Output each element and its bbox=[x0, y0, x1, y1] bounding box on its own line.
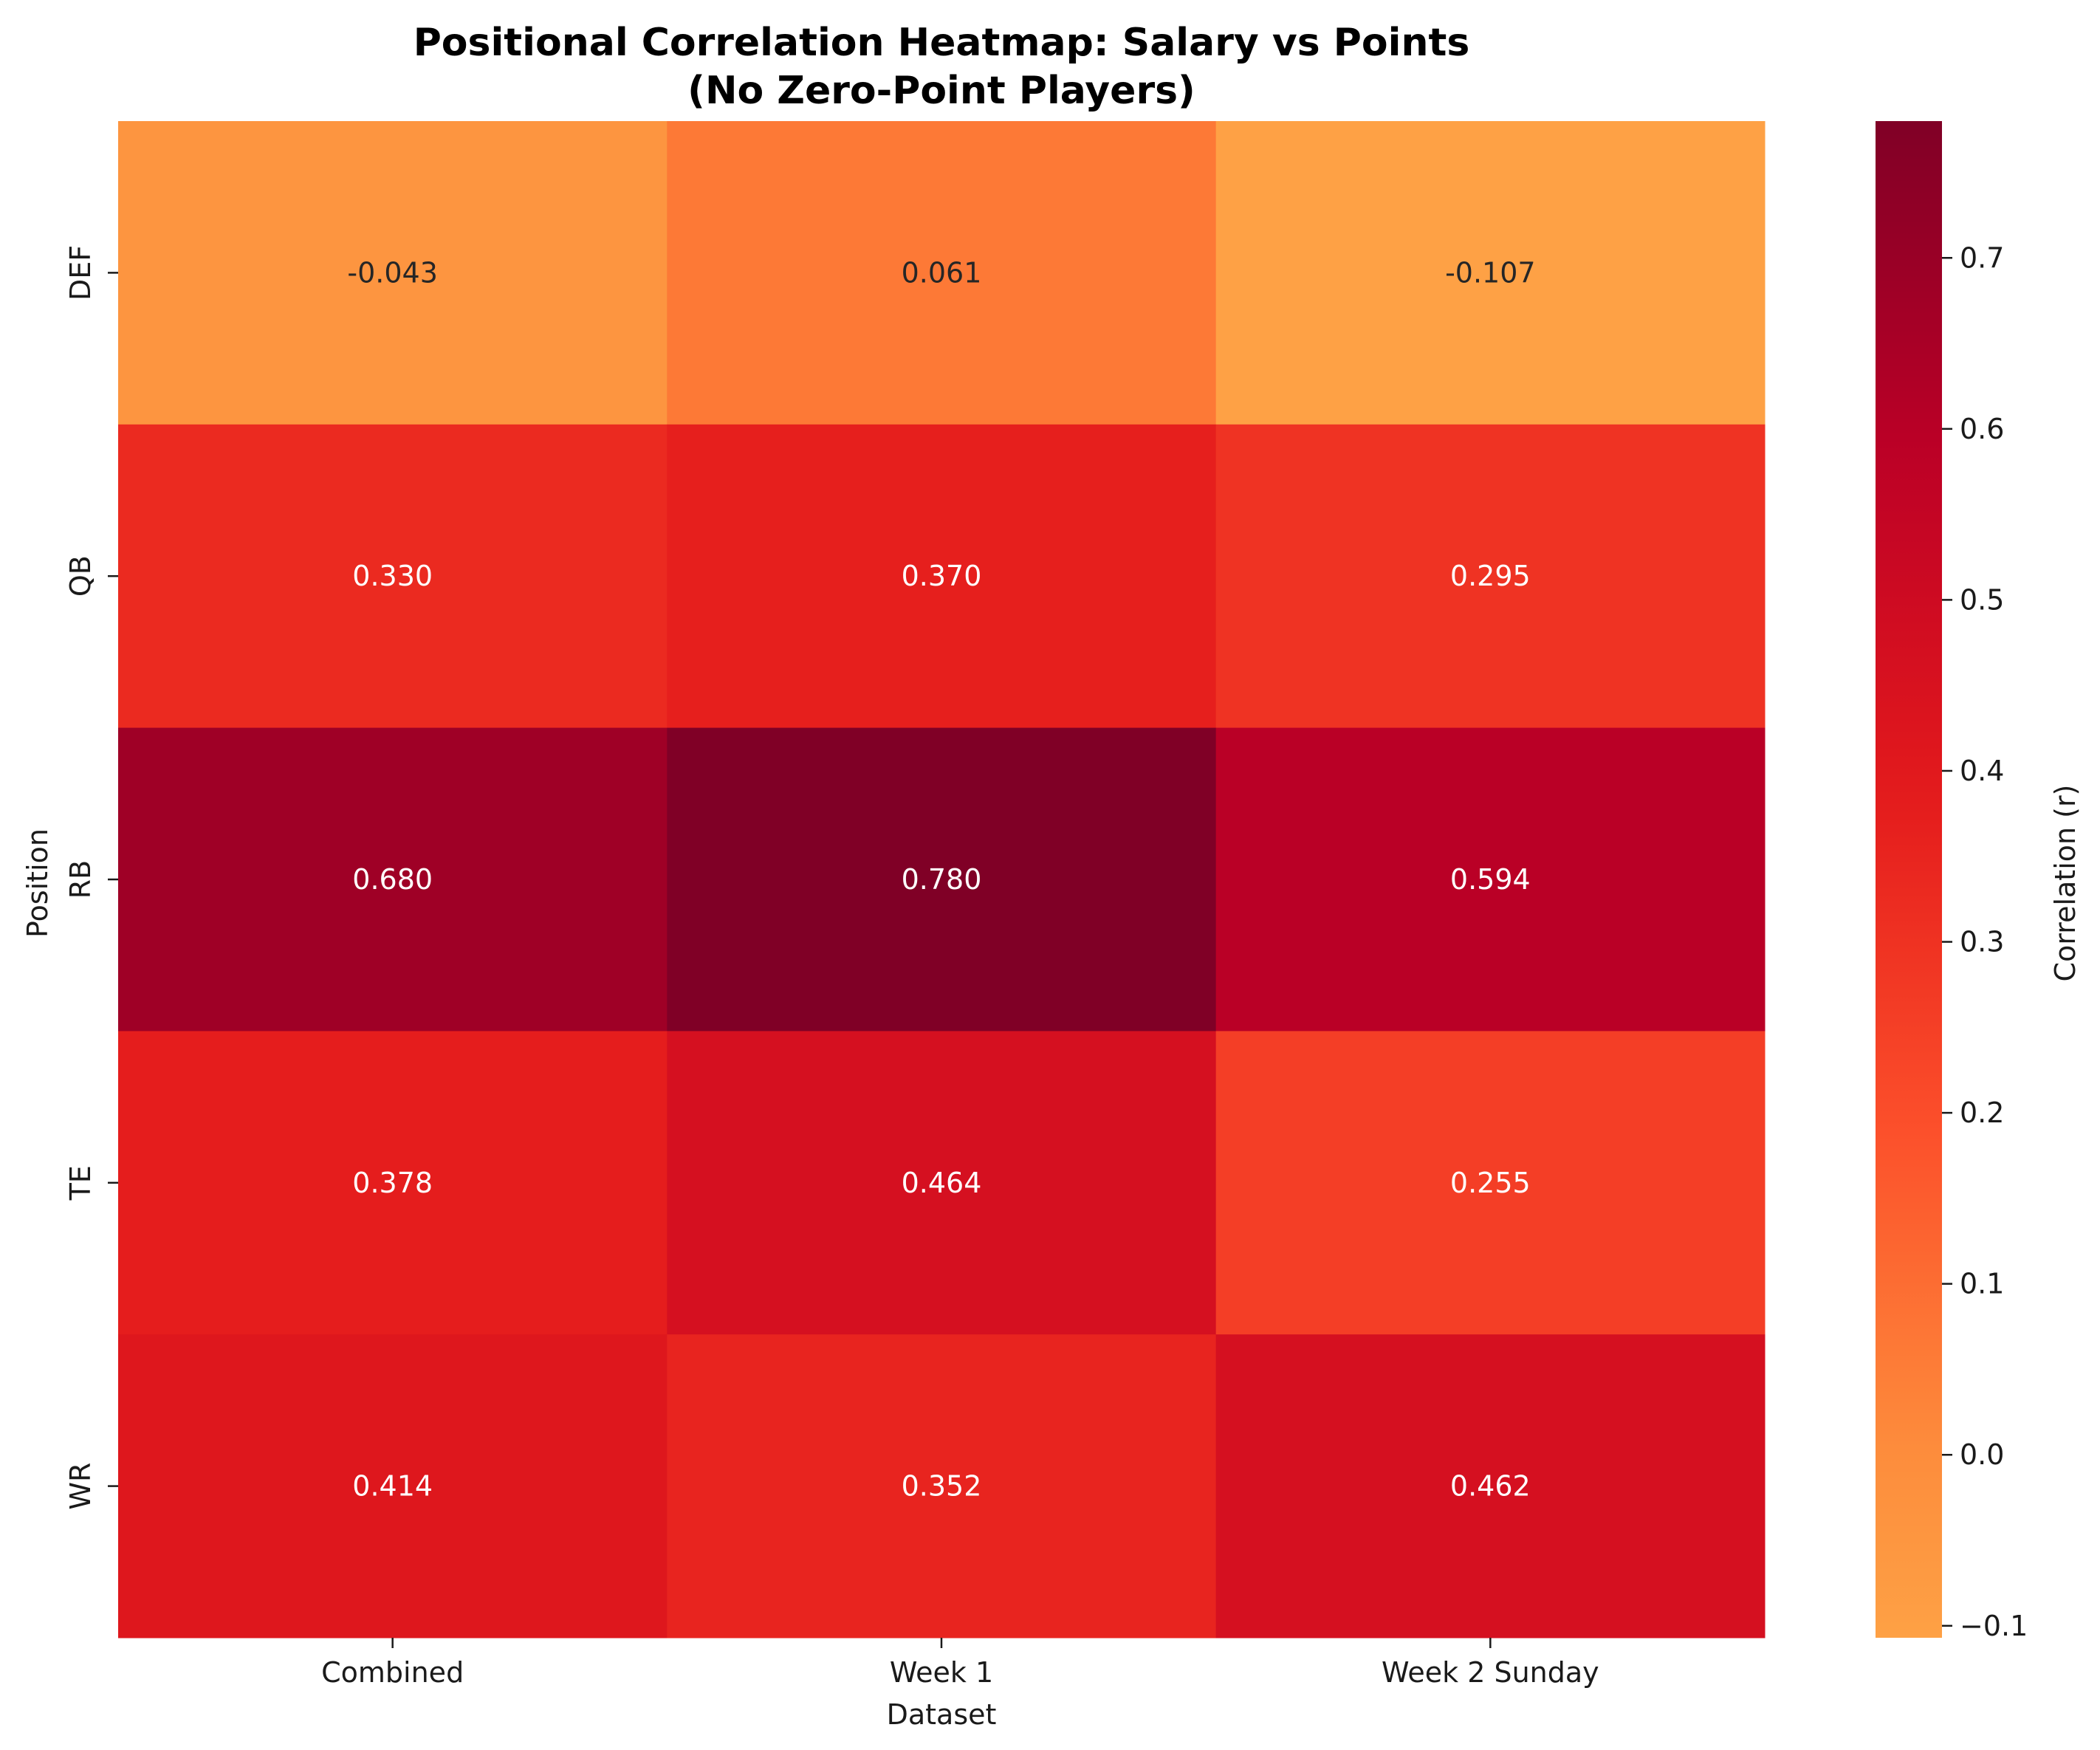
x-axis-label: Dataset bbox=[887, 1698, 997, 1731]
x-tick-label: Combined bbox=[321, 1656, 464, 1689]
cell-value-label: 0.464 bbox=[902, 1167, 982, 1199]
colorbar: −0.1 0.0 0.1 0.2 0.3 0.4 0.5 0.6 0.7 bbox=[1876, 121, 2028, 1642]
cell-value-label: -0.043 bbox=[347, 256, 438, 289]
cell-value-label: 0.680 bbox=[352, 863, 433, 896]
heatmap-cell-qb-2 bbox=[1215, 424, 1766, 729]
heatmap-cell-rb-0 bbox=[118, 727, 668, 1032]
x-axis-ticks: Combined Week 1 Week 2 Sunday bbox=[321, 1638, 1599, 1689]
heatmap-cell-te-2 bbox=[1215, 1031, 1766, 1335]
colorbar-tick-label: 0.6 bbox=[1960, 413, 2004, 445]
y-tick-label: DEF bbox=[64, 245, 97, 301]
y-tick-label: TE bbox=[64, 1165, 97, 1201]
heatmap-cell-te-0 bbox=[118, 1031, 668, 1335]
colorbar-tick-label: 0.1 bbox=[1960, 1268, 2004, 1300]
cell-value-label: 0.370 bbox=[902, 560, 982, 592]
y-axis-ticks: DEF QB RB TE WR bbox=[64, 245, 118, 1510]
y-tick-label: RB bbox=[64, 860, 97, 899]
cell-value-label: 0.295 bbox=[1450, 560, 1531, 592]
x-tick-label: Week 2 Sunday bbox=[1382, 1656, 1599, 1689]
colorbar-label: Correlation (r) bbox=[2049, 785, 2082, 982]
x-tick-label: Week 1 bbox=[890, 1656, 993, 1689]
heatmap-cell-def-1 bbox=[667, 121, 1217, 425]
heatmap-cells: -0.043 0.061 -0.107 0.330 0.370 0.295 0.680 0.7… bbox=[118, 121, 1766, 1639]
cell-value-label: 0.414 bbox=[352, 1470, 433, 1503]
heatmap-cell-wr-2 bbox=[1215, 1334, 1766, 1639]
heatmap-cell-qb-1 bbox=[667, 424, 1217, 729]
heatmap-cell-def-0 bbox=[118, 121, 668, 425]
heatmap-cell-rb-1 bbox=[667, 727, 1217, 1032]
heatmap-cell-def-2 bbox=[1215, 121, 1766, 425]
colorbar-tick-label: 0.0 bbox=[1960, 1438, 2004, 1471]
colorbar-tick-label: 0.2 bbox=[1960, 1097, 2004, 1129]
y-tick-label: QB bbox=[64, 555, 97, 597]
colorbar-tick-label: 0.4 bbox=[1960, 755, 2004, 787]
colorbar-tick-label: 0.5 bbox=[1960, 583, 2004, 616]
y-axis-label: Position bbox=[21, 828, 54, 938]
cell-value-label: 0.255 bbox=[1450, 1167, 1531, 1199]
colorbar-gradient bbox=[1876, 121, 1942, 1638]
y-tick-label: WR bbox=[64, 1463, 97, 1510]
colorbar-tick-label: −0.1 bbox=[1960, 1610, 2028, 1642]
heatmap-cell-wr-1 bbox=[667, 1334, 1217, 1639]
cell-value-label: 0.330 bbox=[352, 560, 433, 592]
colorbar-tick-label: 0.7 bbox=[1960, 241, 2004, 274]
chart-title: Positional Correlation Heatmap: Salary v… bbox=[414, 21, 1470, 65]
cell-value-label: 0.378 bbox=[352, 1167, 433, 1199]
heatmap-cell-rb-2 bbox=[1215, 727, 1766, 1032]
heatmap-cell-wr-0 bbox=[118, 1334, 668, 1639]
cell-value-label: 0.061 bbox=[902, 256, 982, 289]
cell-value-label: -0.107 bbox=[1445, 256, 1536, 289]
cell-value-label: 0.462 bbox=[1450, 1470, 1531, 1503]
cell-value-label: 0.352 bbox=[902, 1470, 982, 1503]
cell-value-label: 0.780 bbox=[902, 863, 982, 896]
chart-subtitle: (No Zero-Point Players) bbox=[687, 69, 1195, 113]
heatmap-cell-qb-0 bbox=[118, 424, 668, 729]
colorbar-tick-label: 0.3 bbox=[1960, 926, 2004, 958]
heatmap-cell-te-1 bbox=[667, 1031, 1217, 1335]
cell-value-label: 0.594 bbox=[1450, 863, 1531, 896]
